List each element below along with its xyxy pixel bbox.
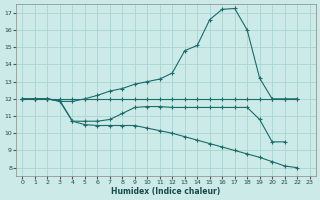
X-axis label: Humidex (Indice chaleur): Humidex (Indice chaleur): [111, 187, 221, 196]
